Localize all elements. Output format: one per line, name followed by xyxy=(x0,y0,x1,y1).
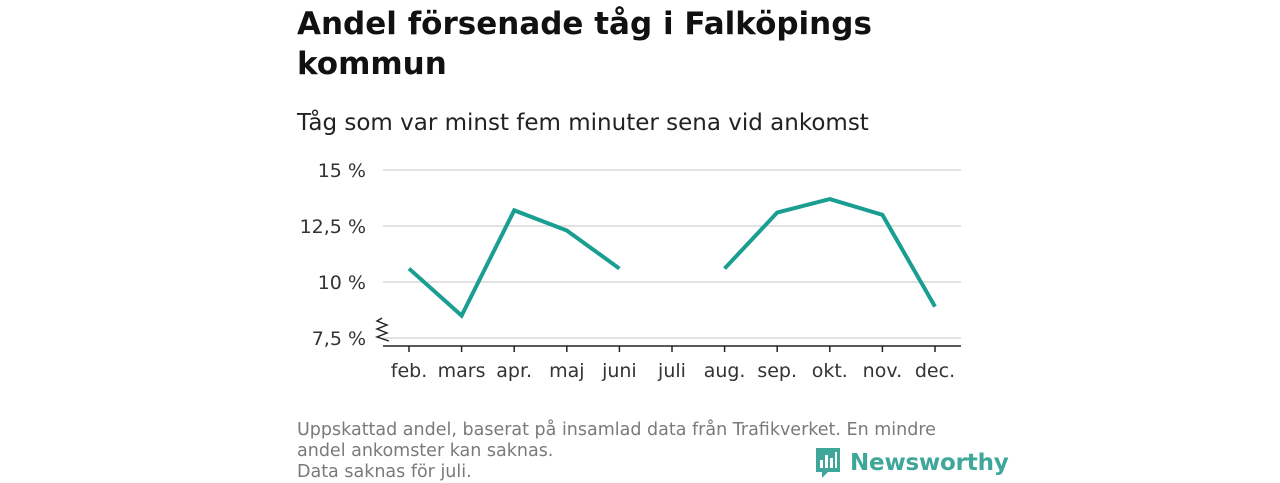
y-tick-label: 10 % xyxy=(318,272,366,294)
x-tick-label: okt. xyxy=(812,360,848,382)
series-line-segment xyxy=(407,207,621,319)
y-axis-break-mark xyxy=(374,317,390,342)
footer-notes: Uppskattad andel, baserat på insamlad da… xyxy=(297,420,987,483)
gridlines xyxy=(383,169,961,339)
tick-labels: 7,5 % 10 % 12,5 % 15 % feb. mars apr. maj juni ju… xyxy=(300,160,956,382)
newsworthy-brand: Newsworthy xyxy=(814,446,1009,480)
x-tick-label: sep. xyxy=(757,360,797,382)
footer-note-missing: Data saknas för juli. xyxy=(297,462,472,482)
y-tick-label: 12,5 % xyxy=(300,216,366,238)
x-tick-label: maj xyxy=(549,360,584,382)
line-chart: 7,5 % 10 % 12,5 % 15 % feb. mars apr. maj juni ju… xyxy=(300,160,961,382)
series-line-segment xyxy=(723,197,937,308)
chart-title: Andel försenade tåg i Falköpings kommun xyxy=(297,6,872,82)
x-tick-label: juni xyxy=(601,360,637,382)
x-tick-label: mars xyxy=(438,360,486,382)
y-tick-label: 15 % xyxy=(318,160,366,182)
x-tick-label: feb. xyxy=(391,360,427,382)
brand-name: Newsworthy xyxy=(850,450,1009,476)
x-tick-label: nov. xyxy=(863,360,902,382)
chart-subtitle: Tåg som var minst fem minuter sena vid a… xyxy=(297,110,869,136)
series-lines xyxy=(407,197,937,319)
x-tick-label: juli xyxy=(657,360,686,382)
x-tick-label: dec. xyxy=(915,360,955,382)
axes xyxy=(374,317,961,352)
y-tick-label: 7,5 % xyxy=(312,328,366,350)
x-tick-label: aug. xyxy=(704,360,746,382)
footer-note-source: Uppskattad andel, baserat på insamlad da… xyxy=(297,420,936,461)
newsworthy-logo-icon xyxy=(816,448,840,478)
x-tick-label: apr. xyxy=(496,360,532,382)
